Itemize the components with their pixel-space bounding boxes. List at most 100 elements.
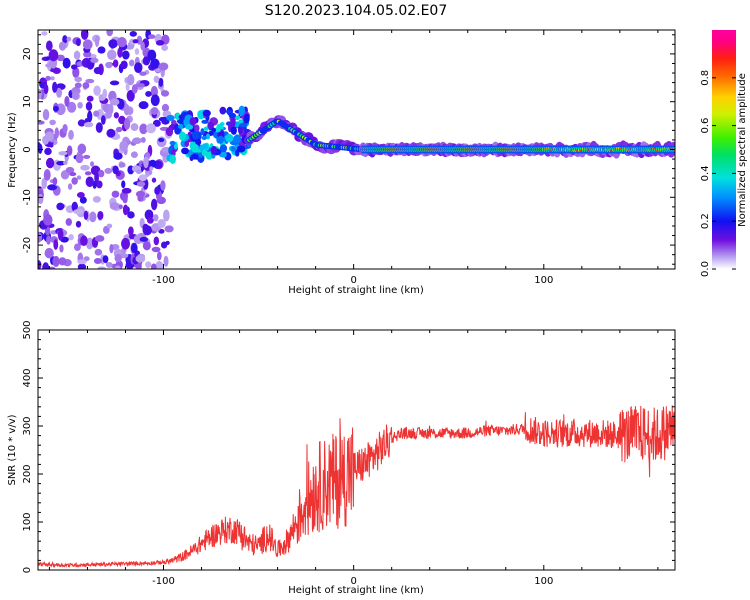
heatmap-cell <box>239 122 247 128</box>
heatmap-cell <box>62 123 68 134</box>
heatmap-cell <box>63 160 68 165</box>
heatmap-y-tick-label: 20 <box>22 48 33 61</box>
heatmap-cell <box>65 166 75 174</box>
heatmap-cell <box>83 122 94 128</box>
colorbar-tick-label: 0.2 <box>700 213 711 229</box>
heatmap-cell <box>121 180 126 189</box>
heatmap-cell <box>114 254 122 263</box>
heatmap-cell <box>125 83 130 91</box>
heatmap-cell <box>52 81 58 93</box>
heatmap-cell <box>163 255 169 267</box>
heatmap-cell <box>80 30 89 40</box>
heatmap-cell <box>105 262 113 268</box>
heatmap-cell <box>109 243 114 254</box>
heatmap-cell <box>154 186 160 195</box>
heatmap-cell <box>76 191 85 198</box>
snr-series-line <box>38 405 675 569</box>
heatmap-cell <box>145 261 152 268</box>
heatmap-cell <box>108 39 118 49</box>
heatmap-cell <box>75 38 81 47</box>
heatmap-cell <box>107 103 114 115</box>
heatmap-cell <box>139 123 148 135</box>
heatmap-cell <box>73 50 81 60</box>
heatmap-cell <box>43 169 51 181</box>
heatmap-cell <box>83 50 92 58</box>
heatmap-cell <box>38 120 45 125</box>
heatmap-cell <box>135 254 146 263</box>
heatmap-cell <box>148 34 156 39</box>
heatmap-cell <box>230 117 236 128</box>
heatmap-cell <box>171 119 177 125</box>
heatmap-cell <box>82 39 93 50</box>
colorbar-tick-label: 0.0 <box>700 261 711 277</box>
heatmap-cell <box>228 112 237 119</box>
heatmap-cell <box>142 225 152 236</box>
heatmap-cell <box>129 59 135 67</box>
heatmap-cell <box>155 260 164 269</box>
heatmap-cell <box>151 263 157 269</box>
heatmap-cell <box>151 177 157 183</box>
heatmap-cell <box>126 139 131 145</box>
heatmap-cell <box>151 106 159 115</box>
heatmap-cell <box>127 74 135 86</box>
heatmap-cell <box>118 204 123 210</box>
snr-x-tick-label: 100 <box>534 576 553 587</box>
heatmap-cell <box>143 156 149 169</box>
heatmap-cell <box>153 214 159 222</box>
heatmap-cell <box>106 223 113 229</box>
heatmap-cell <box>132 137 142 144</box>
heatmap-cell <box>85 176 94 188</box>
heatmap-cell <box>79 196 87 204</box>
heatmap-cell <box>58 41 67 51</box>
heatmap-cell <box>130 242 138 254</box>
heatmap-cell <box>94 235 105 242</box>
heatmap-cell <box>109 80 120 86</box>
heatmap-cell <box>136 181 146 187</box>
heatmap-cell <box>238 105 246 116</box>
heatmap-cell <box>106 30 113 37</box>
heatmap-cell <box>62 57 71 69</box>
heatmap-cell <box>93 258 102 265</box>
snr-y-tick-label: 100 <box>22 512 33 531</box>
heatmap-cell <box>158 62 169 71</box>
heatmap-y-tick-label: -20 <box>22 237 33 253</box>
heatmap-cell <box>150 58 160 69</box>
snr-frame <box>37 329 676 571</box>
heatmap-cell <box>76 175 82 180</box>
heatmap-cell <box>87 110 93 123</box>
heatmap-cell <box>45 157 55 169</box>
heatmap-cell <box>111 190 120 198</box>
heatmap-cell <box>134 62 143 74</box>
heatmap-cell <box>151 246 161 253</box>
heatmap-cell <box>190 153 199 160</box>
heatmap-cell <box>109 202 120 210</box>
heatmap-cell <box>157 218 166 228</box>
heatmap-cell <box>243 113 250 124</box>
heatmap-cell <box>147 49 157 61</box>
snr-y-tick-label: 500 <box>22 320 33 339</box>
heatmap-cell <box>112 59 119 68</box>
heatmap-cell <box>46 235 51 245</box>
heatmap-cell <box>69 172 77 177</box>
heatmap-cell <box>115 126 123 133</box>
colorbar-ticks: 0.0 0.2 0.4 0.6 0.8 <box>700 70 736 277</box>
heatmap-y-tick-label: 0 <box>22 146 33 152</box>
heatmap-cell <box>155 40 165 46</box>
heatmap-cell <box>153 75 160 83</box>
heatmap-cell <box>42 108 50 121</box>
heatmap-cell <box>53 105 59 112</box>
heatmap-cell <box>44 131 54 142</box>
heatmap-cell <box>135 169 142 175</box>
colorbar-tick-label: 0.6 <box>700 118 711 134</box>
heatmap-cell <box>160 90 170 97</box>
heatmap-cell <box>189 117 197 126</box>
heatmap-cell <box>66 101 77 113</box>
heatmap-cell <box>68 129 74 140</box>
heatmap-cell <box>112 165 119 175</box>
heatmap-x-tick-label: 100 <box>534 275 553 286</box>
heatmap-cell <box>109 98 120 106</box>
heatmap-cell <box>219 106 227 115</box>
heatmap-cell <box>114 265 121 269</box>
heatmap-cell <box>165 240 170 245</box>
heatmap-cell <box>163 209 170 222</box>
